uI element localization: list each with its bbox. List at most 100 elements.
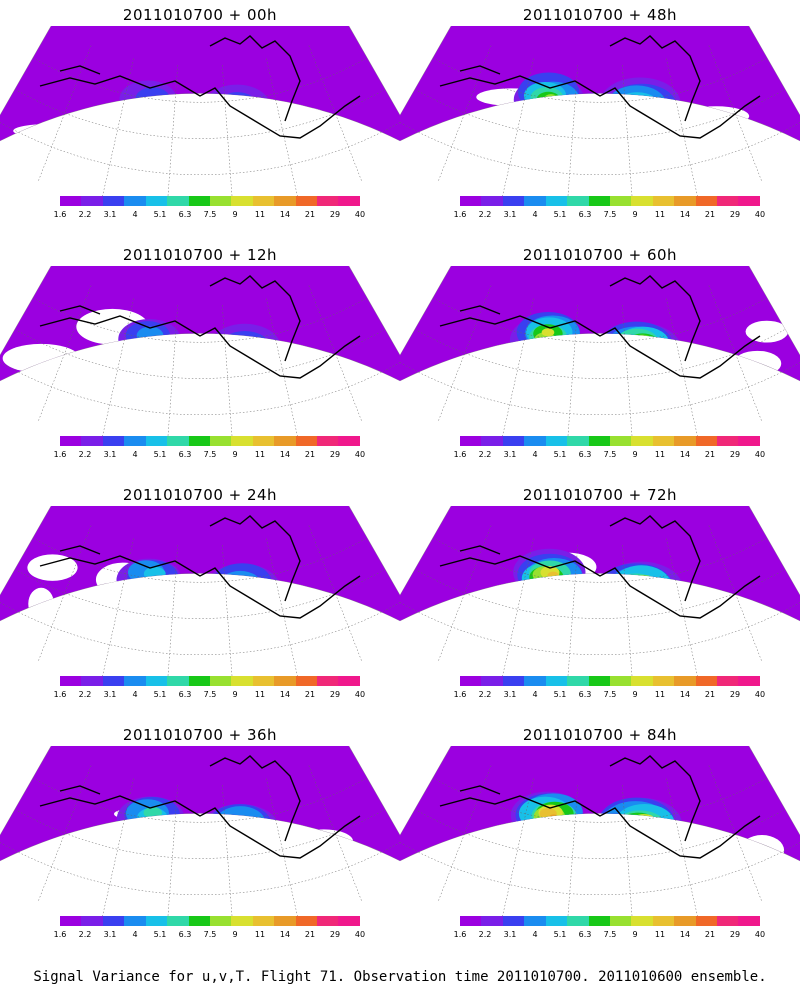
variance-contour bbox=[170, 581, 226, 618]
variance-contour bbox=[575, 145, 634, 153]
variance-contour bbox=[556, 92, 633, 143]
variance-contour bbox=[530, 87, 564, 109]
variance-contour bbox=[161, 581, 233, 628]
colorbar-tick-label: 29 bbox=[329, 210, 341, 219]
colorbar-tick-label: 6.3 bbox=[178, 690, 192, 699]
variance-contour bbox=[183, 834, 204, 848]
colorbar-swatch bbox=[338, 916, 360, 926]
colorbar-swatch bbox=[167, 676, 189, 686]
colorbar-tick-label: 21 bbox=[304, 450, 316, 459]
coastline bbox=[39, 275, 361, 379]
variance-contour bbox=[580, 594, 610, 614]
colorbar-tick-label: 6.3 bbox=[178, 450, 192, 459]
colorbar-tick-label: 9 bbox=[232, 450, 238, 459]
colorbar-swatch bbox=[60, 916, 82, 926]
forecast-panel: 2011010700 + 00h 1.6 2.2 3.1 4 5.1 6.3 7.5 9 11 14… bbox=[0, 0, 400, 245]
variance-contour bbox=[623, 593, 718, 633]
colorbar-labels: 1.6 2.2 3.1 4 5.1 6.3 7.5 9 11 14 21 29 40 bbox=[450, 690, 770, 702]
low-variance-gap bbox=[290, 651, 367, 676]
variance-contour bbox=[587, 155, 619, 176]
colorbar-swatch bbox=[631, 916, 653, 926]
low-variance-gap bbox=[17, 381, 96, 393]
panel-title: 2011010700 + 48h bbox=[522, 6, 678, 24]
colorbar-swatch bbox=[738, 436, 760, 446]
variance-contour bbox=[654, 138, 686, 153]
forecast-panel: 2011010700 + 12h 1.6 2.2 3.1 4 5.1 6.3 7.5 9 11 14… bbox=[0, 240, 400, 485]
variance-contour bbox=[557, 136, 655, 153]
variance-contour bbox=[487, 594, 549, 633]
colorbar-tick-label: 29 bbox=[729, 210, 741, 219]
colorbar-swatch bbox=[695, 916, 718, 926]
colorbar-swatch bbox=[674, 916, 696, 926]
colorbar-tick-label: 29 bbox=[329, 690, 341, 699]
colorbar-swatch bbox=[695, 196, 718, 206]
colorbar-swatch bbox=[81, 676, 103, 686]
variance-contour bbox=[90, 841, 144, 873]
variance-map bbox=[0, 26, 400, 206]
variance-contour bbox=[486, 356, 544, 393]
low-variance-gap bbox=[319, 648, 387, 663]
variance-contour bbox=[94, 362, 149, 393]
variance-contour bbox=[209, 323, 281, 371]
colorbar-swatch bbox=[102, 676, 125, 686]
colorbar-tick-label: 7.5 bbox=[203, 690, 217, 699]
variance-contour bbox=[565, 346, 616, 379]
variance-contour bbox=[621, 96, 660, 121]
variance-contour bbox=[119, 80, 177, 118]
colorbar-tick-label: 6.3 bbox=[178, 210, 192, 219]
colorbar-swatch bbox=[209, 436, 232, 446]
variance-contour bbox=[567, 146, 639, 153]
variance-contour bbox=[596, 161, 615, 174]
variance-contour bbox=[641, 362, 702, 393]
low-variance-gap bbox=[92, 367, 138, 383]
variance-contour bbox=[256, 856, 281, 873]
variance-contour bbox=[486, 109, 562, 153]
colorbar-swatch bbox=[231, 436, 253, 446]
coastline bbox=[39, 755, 361, 859]
variance-contour bbox=[659, 617, 675, 628]
colorbar-tick-label: 6.3 bbox=[578, 690, 592, 699]
variance-contour bbox=[552, 856, 654, 873]
variance-field bbox=[0, 746, 400, 873]
panel-title: 2011010700 + 72h bbox=[522, 486, 678, 504]
variance-contour bbox=[167, 137, 247, 153]
colorbar-swatch bbox=[695, 436, 718, 446]
variance-contour bbox=[593, 833, 605, 841]
variance-contour bbox=[490, 356, 559, 393]
variance-contour bbox=[619, 574, 659, 601]
variance-contour bbox=[248, 856, 289, 873]
colorbar-swatch bbox=[609, 676, 632, 686]
variance-contour bbox=[582, 867, 636, 873]
colorbar-tick-label: 4 bbox=[532, 690, 538, 699]
latitude-line bbox=[32, 537, 368, 583]
colorbar-tick-label: 21 bbox=[304, 690, 316, 699]
variance-contour bbox=[622, 816, 659, 840]
variance-contour bbox=[639, 127, 695, 153]
variance-contour bbox=[80, 587, 162, 633]
latitude-line bbox=[0, 602, 400, 656]
variance-field bbox=[400, 746, 800, 873]
forecast-panel: 2011010700 + 72h 1.6 2.2 3.1 4 5.1 6.3 7.5 9 11 14… bbox=[400, 480, 800, 725]
variance-contour bbox=[143, 806, 163, 819]
colorbar-labels: 1.6 2.2 3.1 4 5.1 6.3 7.5 9 11 14 21 29 40 bbox=[50, 930, 370, 942]
variance-contour bbox=[518, 852, 531, 861]
variance-contour bbox=[179, 107, 216, 132]
variance-contour bbox=[614, 803, 675, 844]
variance-contour bbox=[623, 118, 716, 153]
variance-contour bbox=[135, 87, 170, 110]
low-variance-gap bbox=[198, 403, 271, 427]
colorbar-swatch bbox=[524, 916, 546, 926]
variance-contour bbox=[587, 355, 610, 371]
variance-contour bbox=[572, 580, 627, 615]
colorbar-swatch bbox=[252, 196, 275, 206]
latitude-line bbox=[432, 777, 768, 823]
variance-field bbox=[400, 266, 800, 393]
colorbar-swatch bbox=[717, 436, 739, 446]
panel-title: 2011010700 + 12h bbox=[122, 246, 278, 264]
colorbar-swatch bbox=[545, 916, 568, 926]
colorbar-labels: 1.6 2.2 3.1 4 5.1 6.3 7.5 9 11 14 21 29 40 bbox=[50, 690, 370, 702]
variance-contour bbox=[478, 588, 558, 633]
variance-contour bbox=[559, 858, 651, 873]
low-variance-gap bbox=[220, 633, 303, 648]
colorbar-tick-label: 11 bbox=[254, 930, 266, 939]
